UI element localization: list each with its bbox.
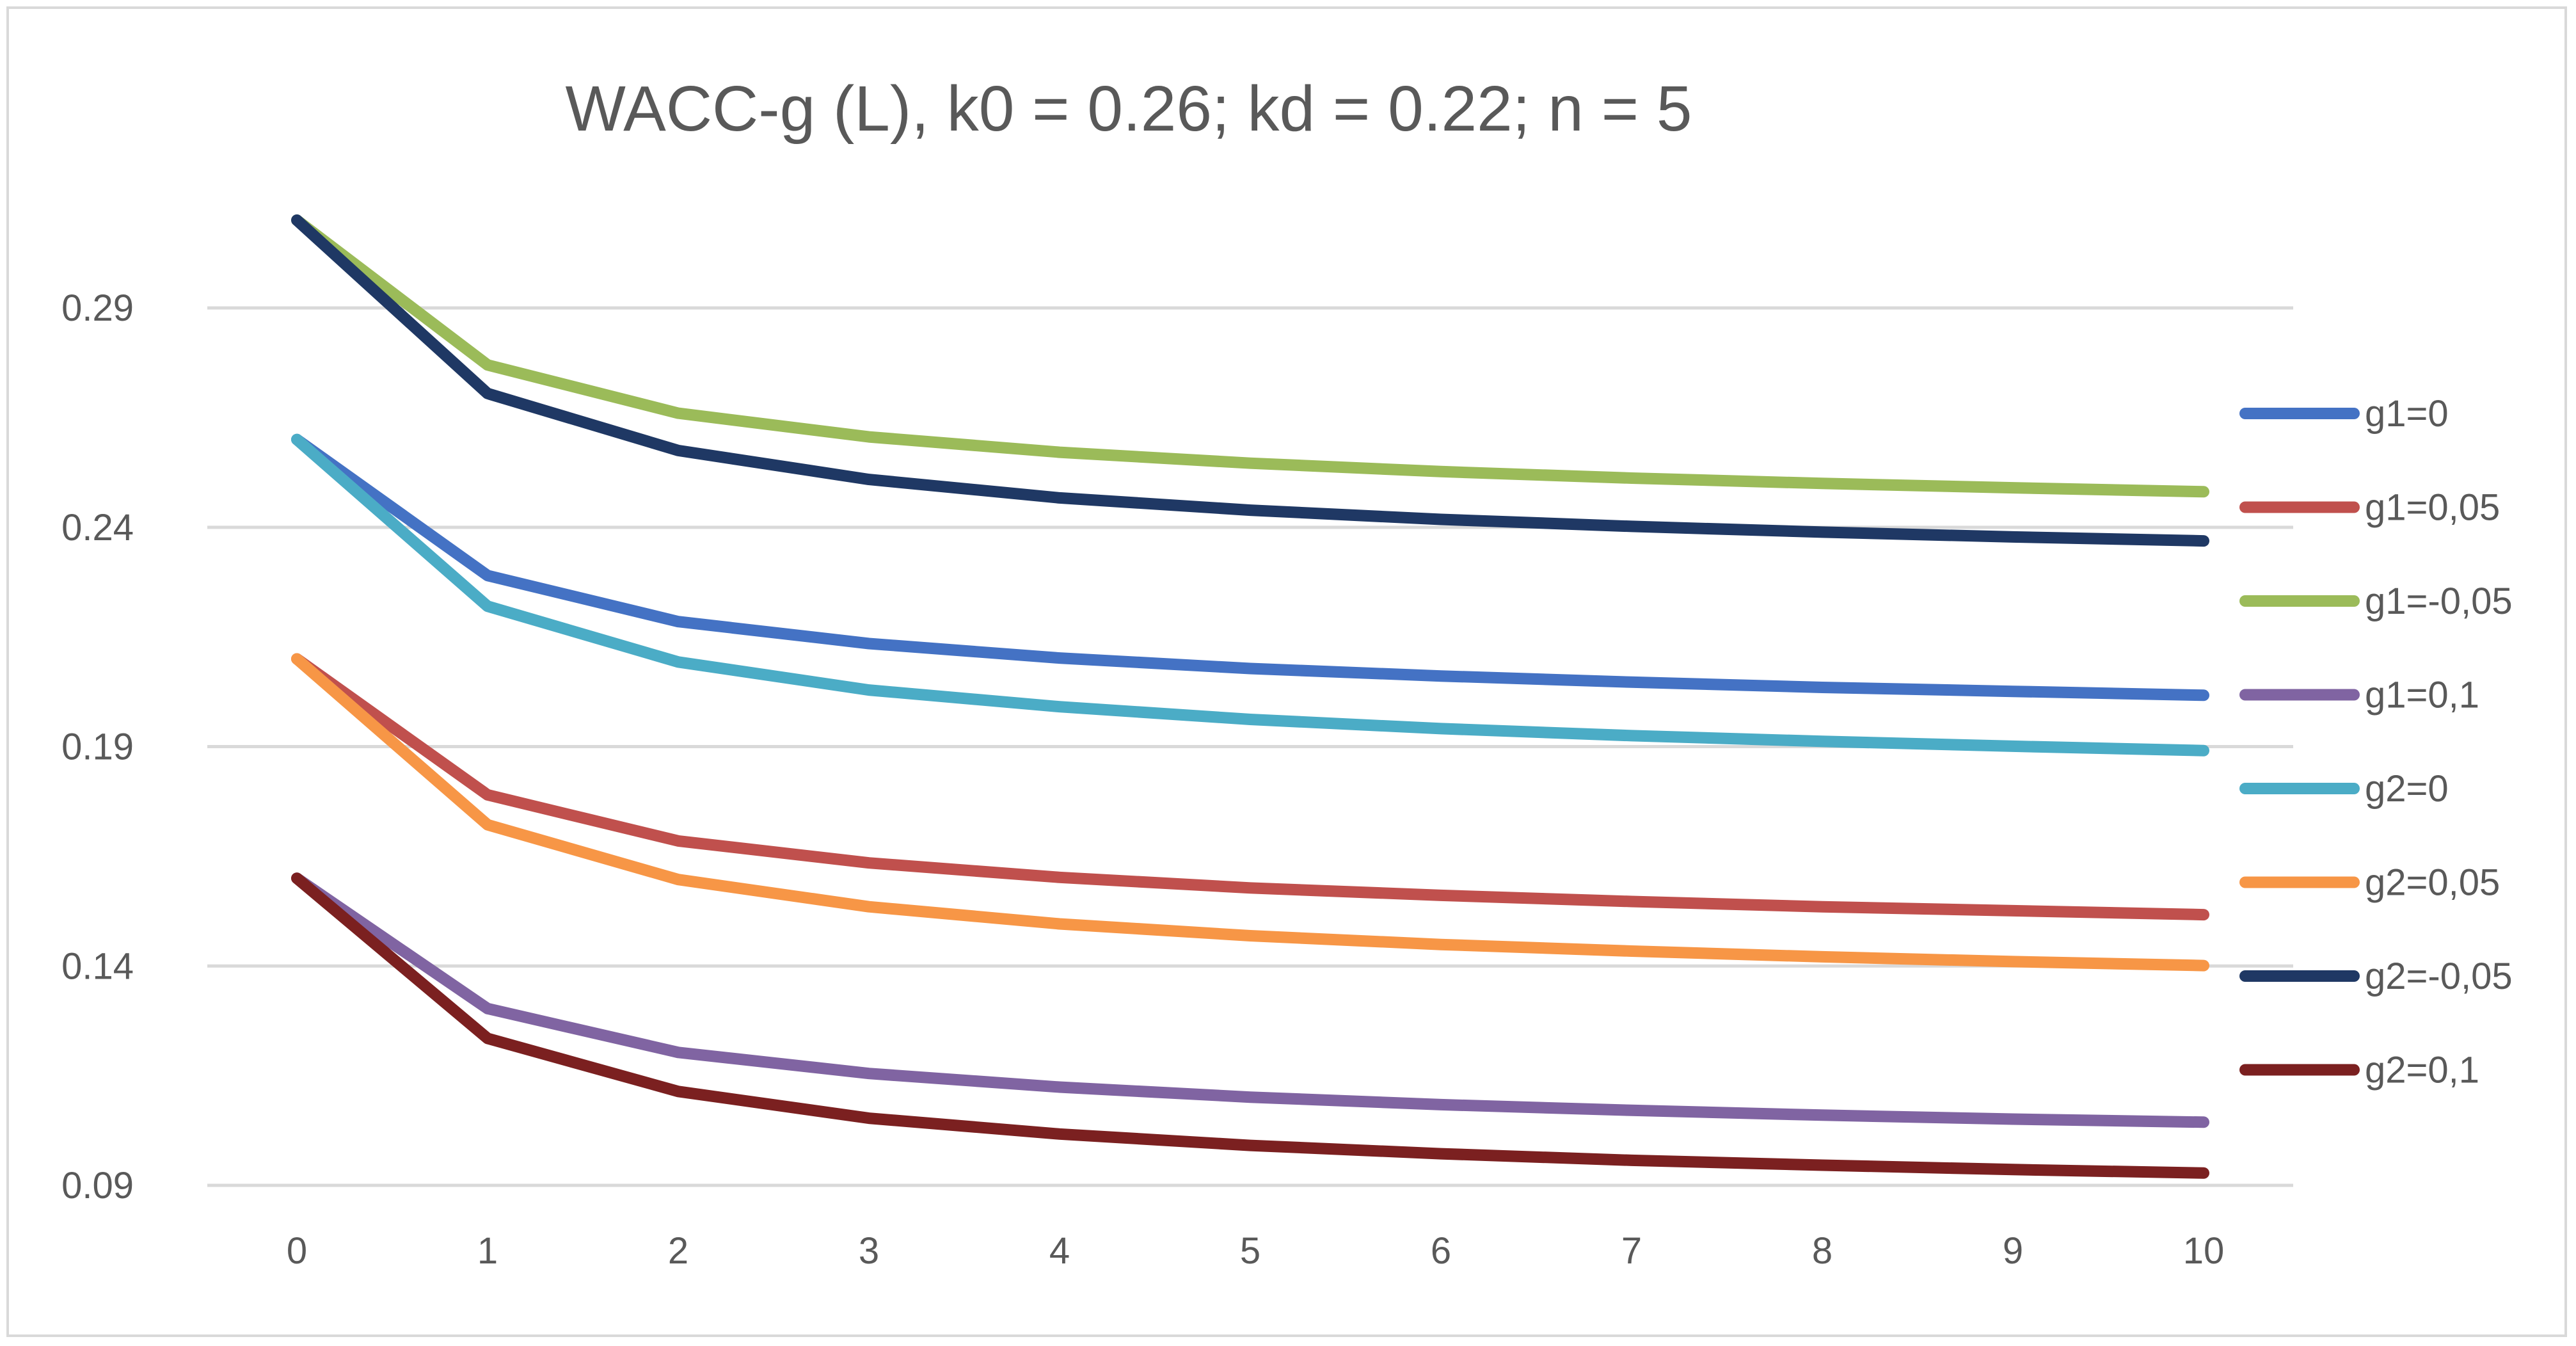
- legend-label: g2=0,1: [2365, 1050, 2479, 1091]
- x-tick-label: 1: [477, 1230, 498, 1272]
- legend-label: g1=0,05: [2365, 487, 2500, 529]
- x-tick-label: 0: [287, 1230, 307, 1272]
- chart-area: WACC-g (L), k0 = 0.26; kd = 0.22; n = 5 …: [6, 6, 2567, 1337]
- series-line: [291, 433, 2209, 757]
- legend: g1=0 g1=0,05 g1=-0,05 g1=0,1 g2=0 g2=0,05 g2=-…: [2239, 393, 2513, 1091]
- gridlines: [207, 306, 2293, 1187]
- legend-label: g2=0,05: [2365, 862, 2500, 904]
- y-axis: 0.09 0.14 0.19 0.24 0.29: [61, 287, 134, 1206]
- legend-label: g1=0: [2365, 393, 2449, 435]
- x-tick-label: 4: [1049, 1230, 1070, 1272]
- legend-label: g2=0: [2365, 768, 2449, 810]
- y-tick-label: 0.09: [61, 1165, 134, 1206]
- series-line: [291, 872, 2209, 1179]
- x-tick-label: 7: [1621, 1230, 1642, 1272]
- series-lines: [291, 214, 2209, 1179]
- series-line: [291, 653, 2209, 972]
- series-line: [291, 214, 2209, 498]
- y-tick-label: 0.29: [61, 287, 134, 329]
- series-line: [291, 433, 2209, 701]
- y-tick-label: 0.19: [61, 726, 134, 768]
- x-tick-label: 3: [859, 1230, 879, 1272]
- series-line: [291, 653, 2209, 921]
- x-tick-label: 8: [1812, 1230, 1833, 1272]
- chart-title: WACC-g (L), k0 = 0.26; kd = 0.22; n = 5: [565, 73, 1692, 145]
- legend-label: g1=-0,05: [2365, 581, 2513, 622]
- x-axis: 0 1 2 3 4 5 6 7 8 9 10: [287, 1230, 2224, 1272]
- x-tick-label: 5: [1240, 1230, 1260, 1272]
- series-line: [291, 214, 2209, 547]
- line-chart: WACC-g (L), k0 = 0.26; kd = 0.22; n = 5 …: [61, 73, 2513, 1272]
- y-tick-label: 0.24: [61, 507, 134, 549]
- series-line: [291, 872, 2209, 1128]
- x-tick-label: 2: [668, 1230, 688, 1272]
- x-tick-label: 9: [2003, 1230, 2023, 1272]
- legend-label: g2=-0,05: [2365, 956, 2513, 997]
- x-tick-label: 10: [2183, 1230, 2225, 1272]
- y-tick-label: 0.14: [61, 945, 134, 987]
- x-tick-label: 6: [1431, 1230, 1451, 1272]
- legend-label: g1=0,1: [2365, 675, 2479, 716]
